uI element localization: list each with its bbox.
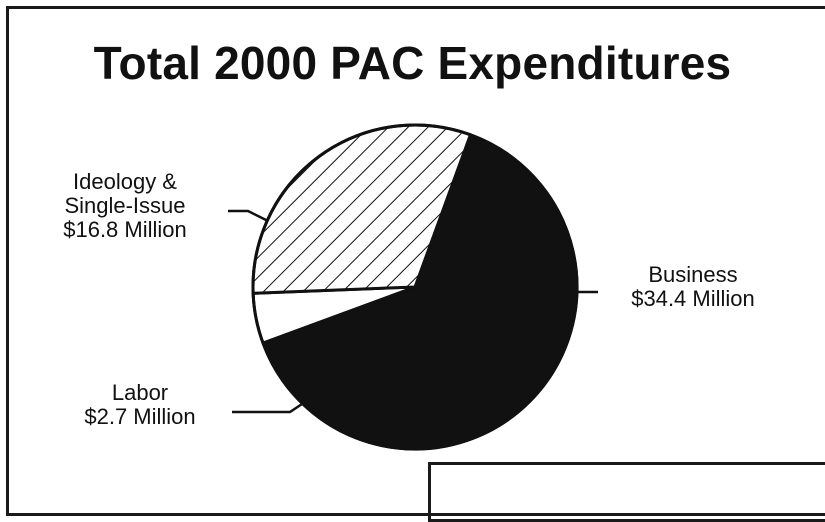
slice-value-ideology: $16.8 Million	[63, 217, 187, 242]
slice-name-business: Business	[648, 262, 738, 287]
slice-name-ideology-line1: Ideology &	[73, 169, 177, 194]
slice-name-ideology-line2: Single-Issue	[64, 193, 186, 218]
slice-name-labor: Labor	[111, 380, 169, 405]
slice-label-ideology: Ideology & Single-Issue $16.8 Million	[20, 170, 230, 242]
chart-title: Total 2000 PAC Expenditures	[93, 37, 732, 89]
pie-chart	[228, 123, 598, 451]
slice-value-business: $34.4 Million	[631, 286, 755, 311]
leader-line-ideology	[228, 209, 269, 223]
slice-label-business: Business $34.4 Million	[598, 263, 788, 311]
leader-line-labor	[232, 400, 306, 414]
inset-panel-border	[428, 462, 825, 522]
slice-value-labor: $2.7 Million	[84, 404, 196, 429]
slice-label-labor: Labor $2.7 Million	[45, 381, 235, 429]
pie-outline	[251, 123, 579, 451]
pie-chart-figure: Total 2000 PAC Expenditures Ideology & S…	[6, 6, 825, 522]
